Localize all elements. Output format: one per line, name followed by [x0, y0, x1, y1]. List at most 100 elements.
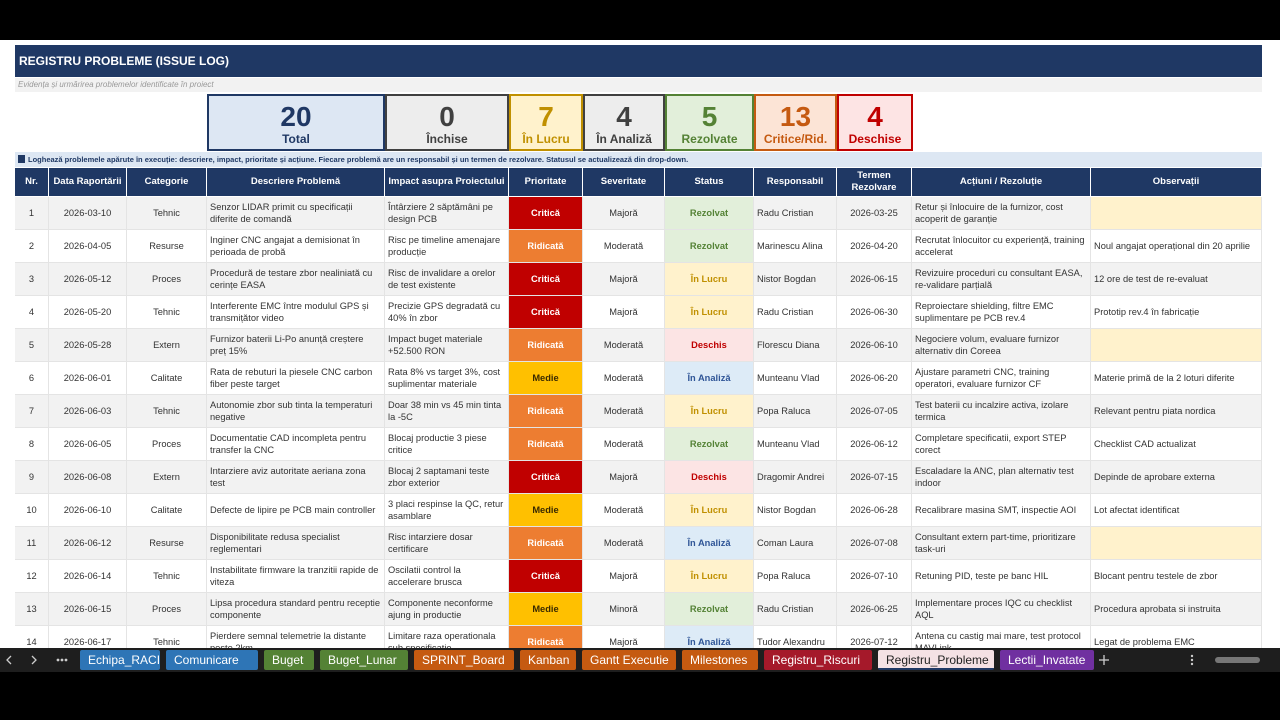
- cell: Resurse: [127, 230, 207, 263]
- cell: Majoră: [583, 560, 665, 593]
- cell: 2026-05-20: [49, 296, 127, 329]
- sheet-tabs: Echipa_RACI Comunicare Buget Buget_Lunar SPR…: [0, 648, 1280, 672]
- cell: Instabilitate firmware la tranzitii rapi…: [207, 560, 385, 593]
- cell: Senzor LIDAR primit cu specificații dife…: [207, 197, 385, 230]
- cell: 2026-06-25: [837, 593, 912, 626]
- cell: 2026-06-03: [49, 395, 127, 428]
- cell: Munteanu Vlad: [754, 428, 837, 461]
- sheet-tab[interactable]: Lectii_Invatate: [1000, 650, 1094, 670]
- kpi-label: În Analiză: [596, 132, 652, 146]
- cell: 2026-07-12: [837, 626, 912, 648]
- cell: Relevant pentru piata nordica: [1091, 395, 1262, 428]
- cell: Tehnic: [127, 197, 207, 230]
- cell: 12 ore de test de re-evaluat: [1091, 263, 1262, 296]
- cell: Documentatie CAD incompleta pentru trans…: [207, 428, 385, 461]
- priority-cell: Ridicată: [509, 428, 583, 461]
- cell: 2026-07-05: [837, 395, 912, 428]
- cell: 13: [15, 593, 49, 626]
- cell: 2026-06-20: [837, 362, 912, 395]
- cell: 1: [15, 197, 49, 230]
- status-cell: Rezolvat: [665, 197, 754, 230]
- sheet-tab[interactable]: Registru_Riscuri: [764, 650, 872, 670]
- status-cell: Rezolvat: [665, 230, 754, 263]
- priority-cell: Medie: [509, 593, 583, 626]
- sheet-tab[interactable]: Buget_Lunar: [320, 650, 408, 670]
- kpi-card: 20 Total: [207, 94, 385, 151]
- kpi-value: 5: [701, 101, 718, 132]
- cell: Moderată: [583, 362, 665, 395]
- cell: 2026-06-12: [49, 527, 127, 560]
- sheet-tab[interactable]: Echipa_RACI: [80, 650, 160, 670]
- cell: Furnizor baterii Li-Po anunță creștere p…: [207, 329, 385, 362]
- cell: Blocant pentru testele de zbor: [1091, 560, 1262, 593]
- cell: Limitare raza operationala sub specifica…: [385, 626, 509, 648]
- cell: 2026-03-10: [49, 197, 127, 230]
- cell: 2026-06-12: [837, 428, 912, 461]
- column-header: Observații: [1091, 168, 1262, 196]
- status-cell: Deschis: [665, 329, 754, 362]
- cell: Proces: [127, 263, 207, 296]
- kpi-card: 4 Deschise: [837, 94, 913, 151]
- cell: Blocaj productie 3 piese critice: [385, 428, 509, 461]
- cell: Calitate: [127, 362, 207, 395]
- sheet-tab[interactable]: Kanban: [520, 650, 576, 670]
- cell: 2026-06-15: [49, 593, 127, 626]
- cell: Risc pe timeline amenajare producție: [385, 230, 509, 263]
- status-cell: În Analiză: [665, 626, 754, 648]
- tab-nav[interactable]: [0, 648, 80, 672]
- kpi-card: 5 Rezolvate: [665, 94, 754, 151]
- cell: 6: [15, 362, 49, 395]
- cell: 2026-06-08: [49, 461, 127, 494]
- cell: Moderată: [583, 395, 665, 428]
- kpi-label: Deschise: [848, 132, 902, 146]
- sheet-tab[interactable]: Milestones: [682, 650, 758, 670]
- sheet-tab[interactable]: SPRINT_Board: [414, 650, 514, 670]
- cell: Popa Raluca: [754, 560, 837, 593]
- status-cell: În Analiză: [665, 362, 754, 395]
- kpi-value: 0: [439, 101, 455, 132]
- priority-cell: Ridicată: [509, 626, 583, 648]
- kpi-card: 4 În Analiză: [583, 94, 665, 151]
- priority-cell: Medie: [509, 362, 583, 395]
- cell: 14: [15, 626, 49, 648]
- cell: Checklist CAD actualizat: [1091, 428, 1262, 461]
- cell: Componente neconforme ajung in productie: [385, 593, 509, 626]
- cell: 3 placi respinse la QC, retur asamblare: [385, 494, 509, 527]
- sheet-tab[interactable]: Gantt Executie: [582, 650, 676, 670]
- tab-actions[interactable]: [1095, 648, 1280, 672]
- cell: Majoră: [583, 197, 665, 230]
- cell: Inginer CNC angajat a demisionat în peri…: [207, 230, 385, 263]
- cell: 2026-06-28: [837, 494, 912, 527]
- cell: Retuning PID, teste pe banc HIL: [912, 560, 1091, 593]
- kpi-value: 4: [616, 101, 632, 132]
- cell: Consultant extern part-time, prioritizar…: [912, 527, 1091, 560]
- kpi-value: 4: [867, 101, 883, 132]
- cell: Procedura aprobata si instruita: [1091, 593, 1262, 626]
- kpi-value: 20: [280, 101, 312, 132]
- sheet-tab[interactable]: Buget: [264, 650, 314, 670]
- cell: 2026-05-12: [49, 263, 127, 296]
- cell: 10: [15, 494, 49, 527]
- cell: [1091, 329, 1262, 362]
- cell: 9: [15, 461, 49, 494]
- sheet-tab[interactable]: Comunicare: [166, 650, 258, 670]
- kpi-value: 7: [538, 101, 554, 132]
- cell: 2026-07-15: [837, 461, 912, 494]
- column-header: Severitate: [583, 168, 665, 196]
- cell: Moderată: [583, 494, 665, 527]
- cell: 2026-04-20: [837, 230, 912, 263]
- sheet-tab[interactable]: Registru_Probleme: [878, 650, 994, 670]
- kpi-label: Închise: [426, 132, 468, 146]
- kpi-label: În Lucru: [522, 132, 570, 146]
- cell: Materie primă de la 2 loturi diferite: [1091, 362, 1262, 395]
- cell: Reproiectare shielding, filtre EMC supli…: [912, 296, 1091, 329]
- cell: Extern: [127, 329, 207, 362]
- cell: Majoră: [583, 626, 665, 648]
- status-cell: În Lucru: [665, 263, 754, 296]
- cell: Resurse: [127, 527, 207, 560]
- cell: Test baterii cu incalzire activa, izolar…: [912, 395, 1091, 428]
- cell: Rata 8% vs target 3%, cost suplimentar m…: [385, 362, 509, 395]
- column-header: Prioritate: [509, 168, 583, 196]
- priority-cell: Ridicată: [509, 527, 583, 560]
- cell: Nistor Bogdan: [754, 494, 837, 527]
